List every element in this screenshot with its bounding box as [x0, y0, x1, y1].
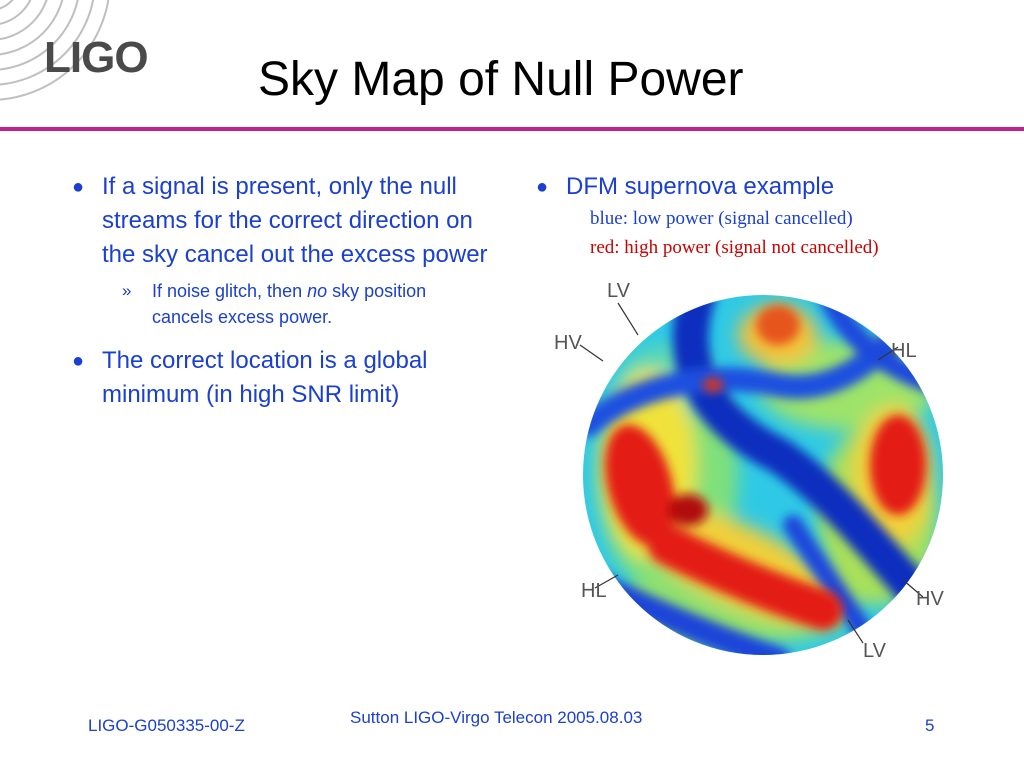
left-content: ● If a signal is present, only the null … [72, 170, 492, 412]
sky-map-figure: LV HV HL HL HV LV [554, 280, 944, 662]
sky-map-pointers [579, 302, 924, 644]
bullet-item: ● The correct location is a global minim… [72, 344, 492, 412]
bullet-item: ● DFM supernova example [536, 170, 986, 204]
label-lv-top: LV [607, 280, 631, 302]
sub-bullet-marker: » [122, 281, 132, 300]
footer-doc-id: LIGO-G050335-00-Z [88, 716, 245, 735]
sky-map: LV HV HL HL HV LV [548, 275, 968, 675]
bullet-text: If a signal is present, only the null st… [102, 173, 488, 268]
title-divider [0, 127, 1024, 131]
legend-blue-text: blue: low power (signal cancelled) [590, 208, 853, 229]
label-hl-right: HL [891, 340, 917, 362]
sub-bullet-text-before: If noise glitch, then [152, 281, 308, 301]
bullet-text: The correct location is a global minimum… [102, 347, 428, 408]
logo-text: LIGO [44, 33, 149, 82]
right-content: ● DFM supernova example blue: low power … [536, 170, 986, 262]
bullet-dot-icon: ● [536, 176, 549, 198]
sub-bullet-text-after: sky position cancels excess power. [152, 281, 427, 327]
label-lv-bottom: LV [863, 640, 887, 662]
label-hv-right: HV [916, 588, 944, 610]
sub-bullet-text: If noise glitch, then no sky position ca… [152, 278, 492, 330]
footer-page-number: 5 [925, 716, 935, 735]
label-hv-left: HV [554, 332, 582, 354]
bullet-dot-icon: ● [72, 350, 85, 372]
legend-red-text: red: high power (signal not cancelled) [590, 237, 879, 258]
bullet-text: DFM supernova example [566, 173, 835, 200]
footer-center-text: Sutton LIGO-Virgo Telecon 2005.08.03 [350, 708, 643, 727]
sub-bullet-emphasis: no [307, 281, 328, 301]
sky-map-globe [583, 295, 943, 655]
bullet-item: ● If a signal is present, only the null … [72, 170, 492, 272]
label-hl-left: HL [581, 580, 607, 602]
sub-bullet-item: » If noise glitch, then no sky position … [122, 278, 492, 330]
bullet-dot-icon: ● [72, 176, 85, 198]
slide-title: Sky Map of Null Power [258, 53, 744, 106]
